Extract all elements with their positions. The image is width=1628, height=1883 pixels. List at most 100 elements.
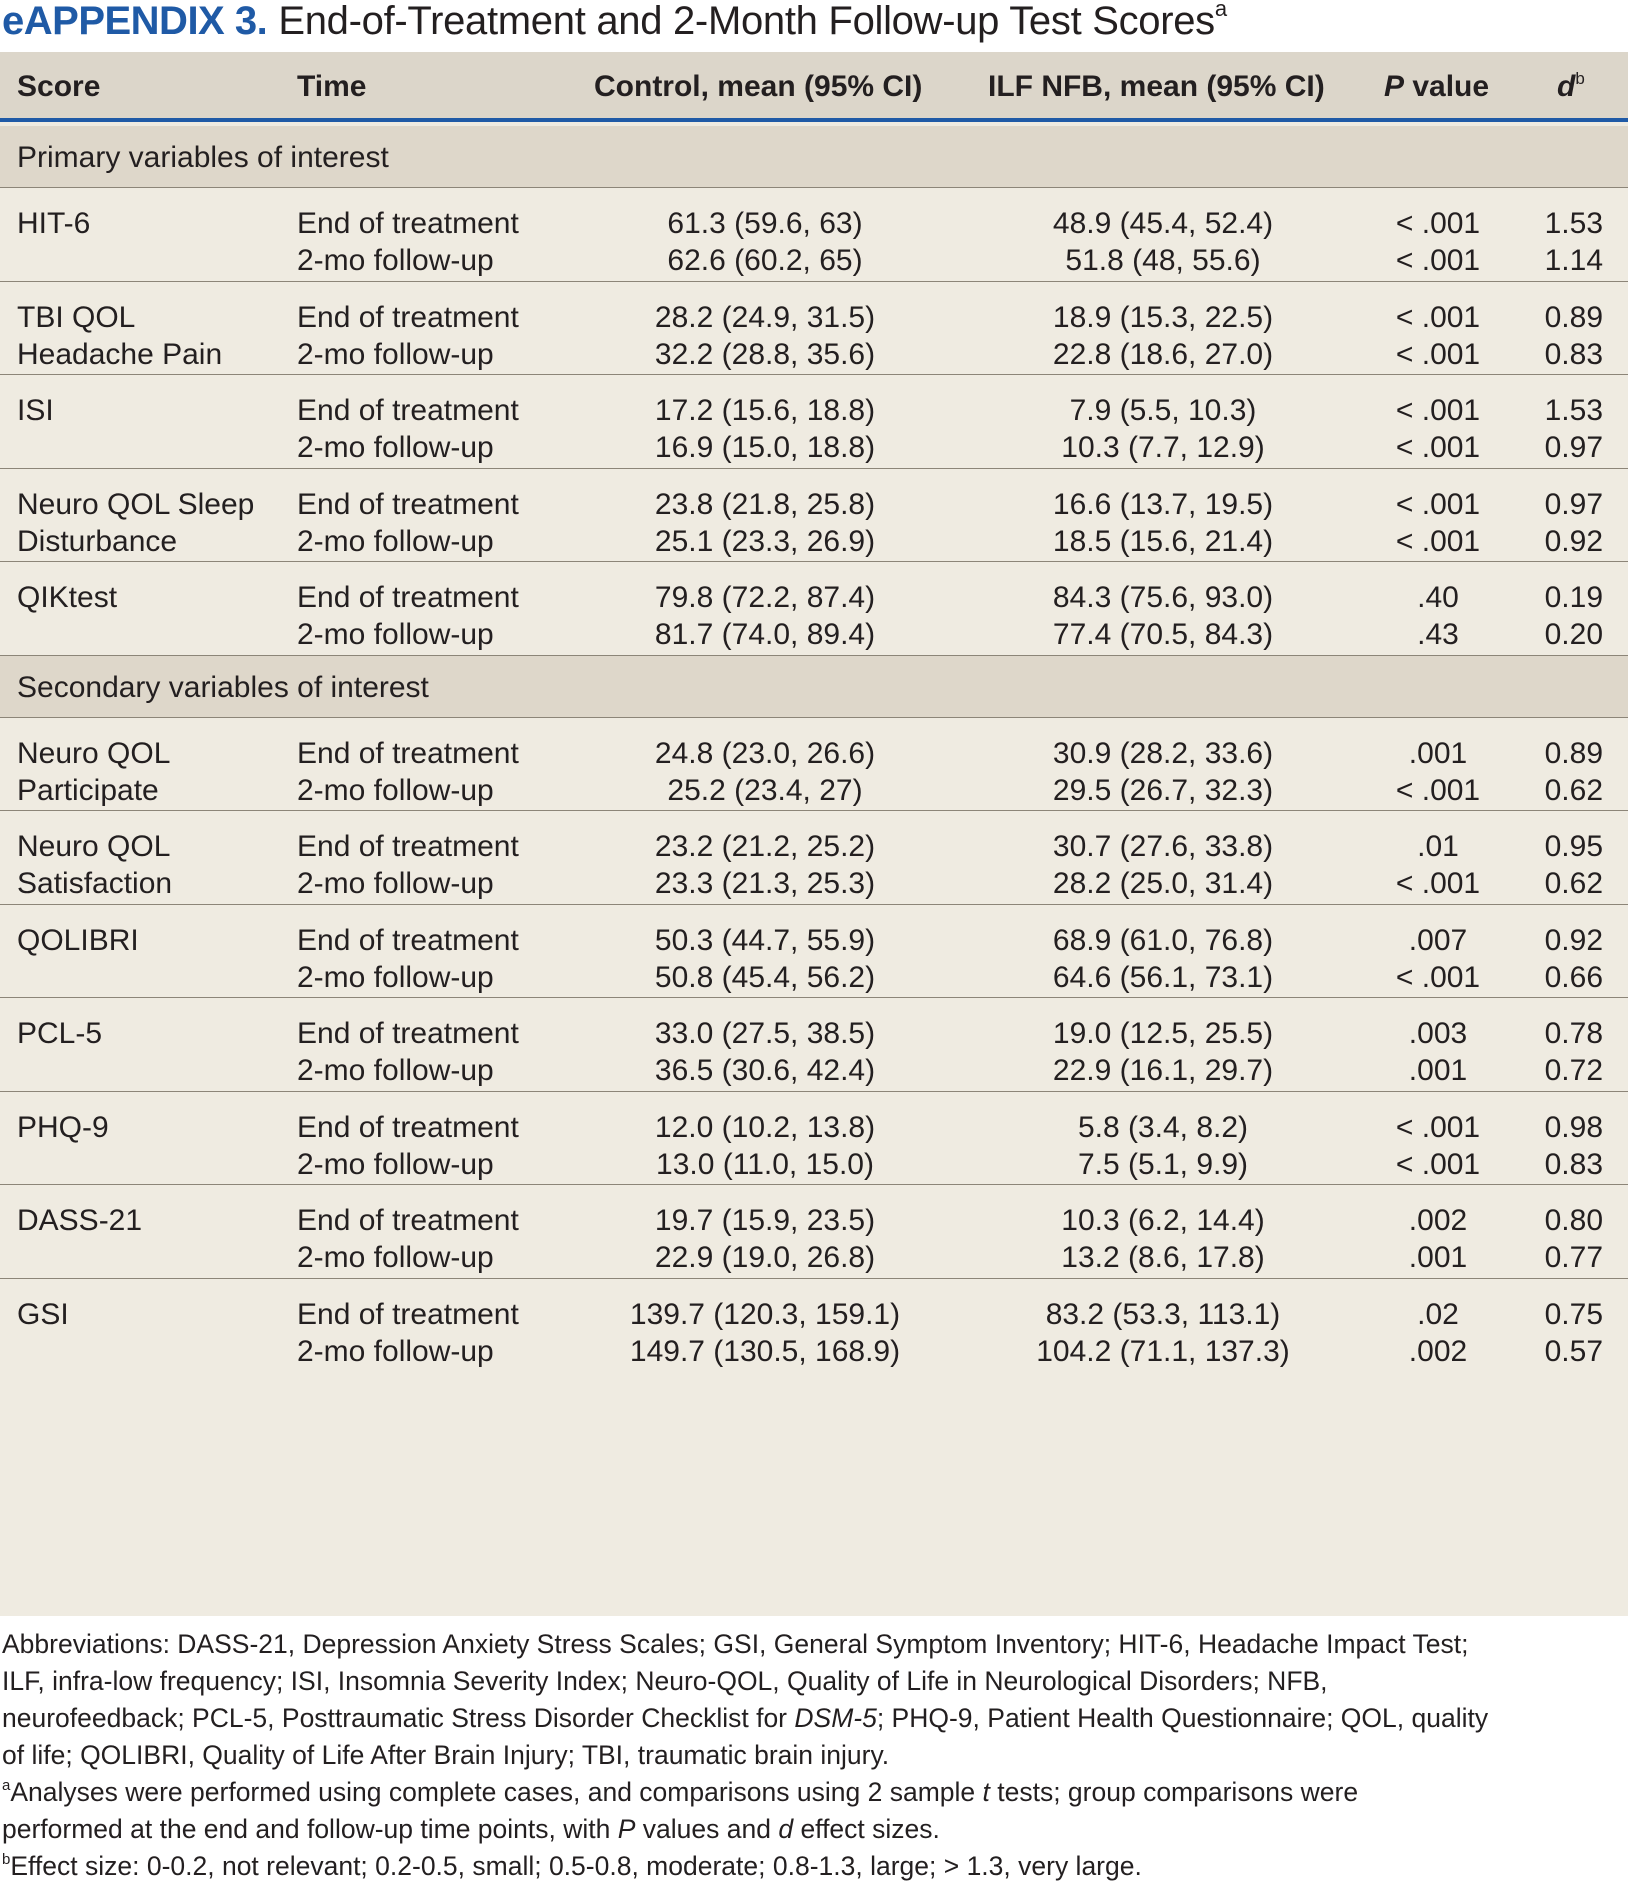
p-value-cell-line: < .001 [1395, 337, 1481, 371]
time-cell-line: End of treatment [297, 923, 519, 957]
control-cell-line: 19.7 (15.9, 23.5) [654, 1204, 876, 1237]
score-cell-line: Neuro QOL [17, 736, 171, 770]
p-value-cell-line: .001 [1408, 1241, 1468, 1274]
control-cell-line: 81.7 (74.0, 89.4) [654, 618, 876, 651]
table-row: DASS-21 End of treatment 2-mo follow-up 19.… [0, 1185, 1628, 1279]
control-cell-line: 50.8 (45.4, 56.2) [654, 960, 876, 994]
scores-table: Score Time Control, mean (95% CI) ILF NF… [0, 52, 1628, 1616]
control-cell-line: 32.2 (28.8, 35.6) [654, 337, 876, 371]
score-cell: Neuro QOL Satisfaction [17, 828, 172, 902]
effect-size-cell-line: 0.57 [1544, 1334, 1603, 1368]
effect-size-cell-line: 1.53 [1544, 207, 1603, 240]
footnote-b-marker: b [2, 1851, 11, 1868]
effect-size-cell-line: 0.97 [1544, 431, 1603, 464]
time-cell: End of treatment 2-mo follow-up [297, 579, 519, 653]
time-cell-line: End of treatment [297, 394, 519, 427]
score-cell-line: PCL-5 [17, 1017, 103, 1050]
p-value-cell-line: < .001 [1395, 1110, 1481, 1144]
ilf-nfb-cell-line: 83.2 (53.3, 113.1) [1045, 1297, 1281, 1331]
score-cell-line: DASS-21 [17, 1204, 143, 1237]
score-cell-line [17, 242, 90, 279]
score-cell-line: QIKtest [17, 581, 118, 614]
score-cell: Neuro QOL Sleep Disturbance [17, 486, 254, 560]
effect-size-cell-line: 0.66 [1544, 960, 1603, 994]
control-cell-line: 62.6 (60.2, 65) [667, 244, 863, 277]
ilf-nfb-cell-line: 7.9 (5.5, 10.3) [1069, 394, 1257, 427]
control-cell-line: 23.2 (21.2, 25.2) [654, 830, 876, 863]
footnote-a-marker: a [2, 1777, 11, 1794]
score-cell: QOLIBRI [17, 922, 139, 996]
footnote-abbr-line-1: Abbreviations: DASS-21, Depression Anxie… [2, 1629, 1469, 1659]
time-cell-line: 2-mo follow-up [297, 867, 494, 900]
time-cell: End of treatment 2-mo follow-up [297, 1015, 519, 1089]
control-cell-line: 61.3 (59.6, 63) [667, 207, 863, 240]
score-cell-line: QOLIBRI [17, 923, 139, 957]
control-cell-line: 25.1 (23.3, 26.9) [654, 524, 876, 558]
p-value-cell-line: < .001 [1395, 1147, 1481, 1181]
ilf-nfb-cell-line: 10.3 (7.7, 12.9) [1061, 431, 1265, 464]
p-value-cell-line: < .001 [1395, 524, 1481, 558]
ilf-nfb-cell-line: 18.5 (15.6, 21.4) [1052, 524, 1274, 558]
score-cell-line [17, 1146, 109, 1183]
time-cell: End of treatment 2-mo follow-up [297, 1296, 519, 1370]
effect-size-cell-line: 0.62 [1544, 773, 1603, 807]
section-label: Primary variables of interest [17, 141, 389, 174]
control-cell-line: 16.9 (15.0, 18.8) [654, 431, 876, 464]
table-row: QIKtest End of treatment 2-mo follow-up 79.… [0, 562, 1628, 656]
ilf-nfb-cell-line: 64.6 (56.1, 73.1) [1052, 960, 1274, 994]
table-row: Neuro QOL Participate End of treatment 2-mo… [0, 718, 1628, 811]
header-p-italic: P [1384, 70, 1405, 103]
score-cell-line: Neuro QOL [17, 830, 171, 863]
score-cell-line [17, 1239, 142, 1276]
ilf-nfb-cell-line: 7.5 (5.1, 9.9) [1077, 1147, 1249, 1181]
score-cell-line [17, 1333, 69, 1370]
score-cell-line [17, 1052, 102, 1089]
score-cell-line: Headache Pain [17, 337, 223, 371]
time-cell-line: 2-mo follow-up [297, 1147, 494, 1181]
effect-size-cell-line: 0.98 [1544, 1110, 1603, 1144]
time-cell-line: 2-mo follow-up [297, 960, 494, 994]
control-cell-line: 25.2 (23.4, 27) [667, 773, 863, 807]
footnote-b-line-1: bEffect size: 0-0.2, not relevant; 0.2-0… [2, 1848, 1626, 1883]
p-value-cell-line: < .001 [1395, 487, 1481, 521]
footnote-dsm5: DSM-5 [794, 1703, 877, 1733]
effect-size-cell-line: 1.14 [1544, 244, 1603, 277]
footnote-a-1a: Analyses were performed using complete c… [10, 1777, 983, 1807]
score-cell: QIKtest [17, 579, 117, 653]
time-cell: End of treatment 2-mo follow-up [297, 735, 519, 809]
ilf-nfb-cell-line: 18.9 (15.3, 22.5) [1052, 300, 1274, 334]
effect-size-cell-line: 0.20 [1544, 618, 1603, 651]
table-row: Neuro QOL Satisfaction End of treatment 2-m… [0, 811, 1628, 905]
time-cell: End of treatment 2-mo follow-up [297, 392, 519, 466]
score-cell-line [17, 959, 139, 996]
score-cell-line [17, 616, 117, 653]
effect-size-cell-line: 0.77 [1544, 1241, 1603, 1274]
time-cell-line: End of treatment [297, 1110, 519, 1144]
p-value-cell-line: .003 [1408, 1017, 1468, 1050]
control-cell-line: 28.2 (24.9, 31.5) [654, 300, 876, 334]
ilf-nfb-cell-line: 22.8 (18.6, 27.0) [1052, 337, 1274, 371]
time-cell: End of treatment 2-mo follow-up [297, 205, 519, 279]
control-cell-line: 23.8 (21.8, 25.8) [654, 487, 876, 521]
section-label: Secondary variables of interest [17, 670, 429, 704]
time-cell: End of treatment 2-mo follow-up [297, 1109, 519, 1183]
p-value-cell-line: < .001 [1395, 773, 1481, 807]
p-value-cell-line: .001 [1408, 736, 1468, 770]
p-value-cell-line: .007 [1408, 923, 1468, 957]
header-control: Control, mean (95% CI) [594, 70, 923, 103]
control-cell-line: 13.0 (11.0, 15.0) [656, 1147, 874, 1181]
time-cell-line: End of treatment [297, 1017, 519, 1050]
control-cell-line: 23.3 (21.3, 25.3) [654, 867, 876, 900]
p-value-cell-line: .002 [1408, 1334, 1468, 1368]
ilf-nfb-cell-line: 5.8 (3.4, 8.2) [1077, 1110, 1249, 1144]
score-cell-line: Participate [17, 773, 159, 807]
table-row: PCL-5 End of treatment 2-mo follow-up 33.0 … [0, 998, 1628, 1092]
table-row: TBI QOL Headache Pain End of treatment 2-mo… [0, 282, 1628, 375]
ilf-nfb-cell-line: 30.7 (27.6, 33.8) [1052, 830, 1274, 863]
p-value-cell-line: < .001 [1395, 431, 1481, 464]
score-cell-line: TBI QOL [17, 300, 136, 334]
time-cell-line: 2-mo follow-up [297, 1241, 494, 1274]
header-score: Score [17, 70, 101, 103]
footnote-a-2a: performed at the end and follow-up time … [2, 1814, 618, 1844]
time-cell-line: 2-mo follow-up [297, 337, 494, 371]
